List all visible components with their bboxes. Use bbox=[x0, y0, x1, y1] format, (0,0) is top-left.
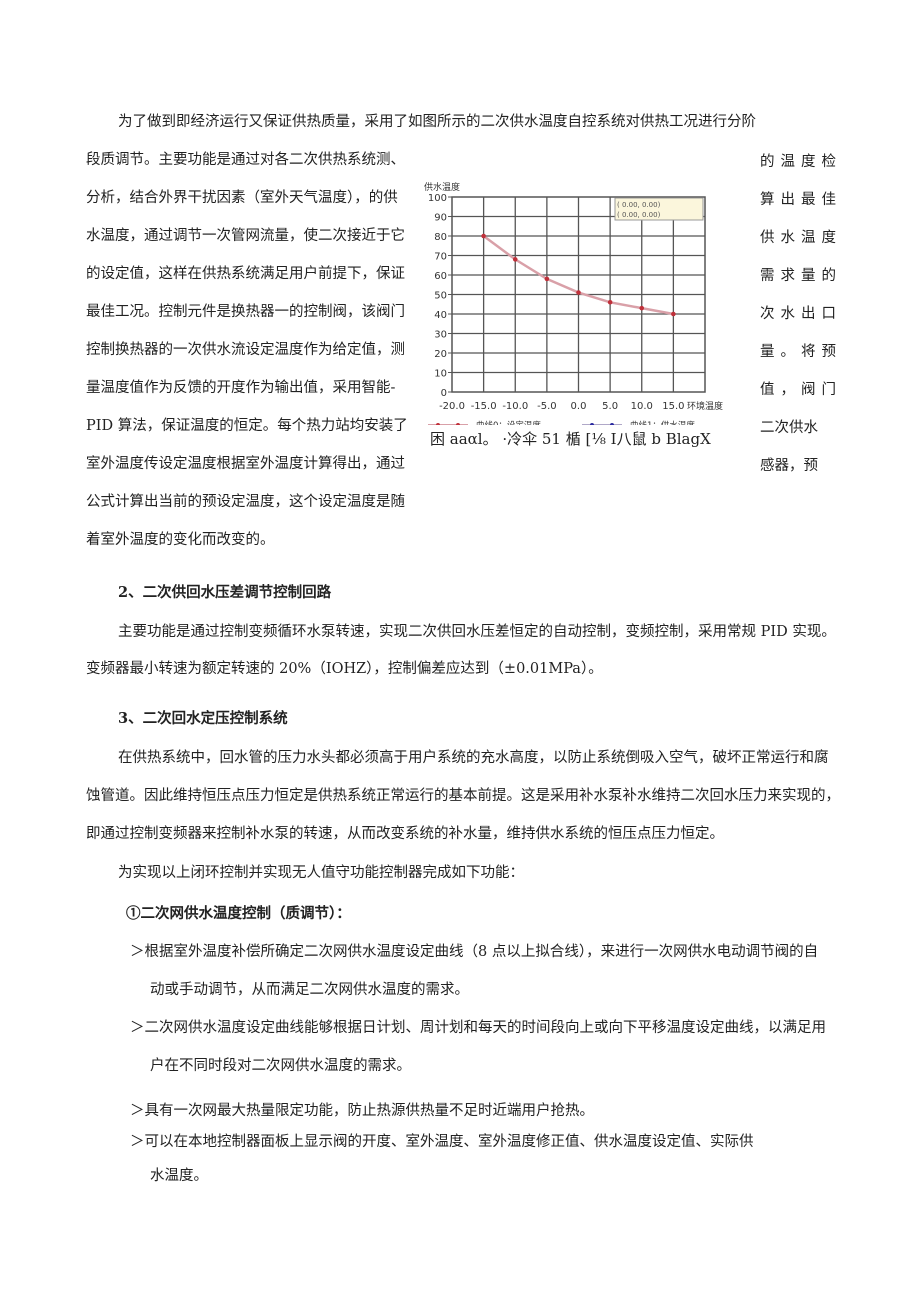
intro-right-line: 量。将预 bbox=[760, 344, 842, 360]
section-3-line: 在供热系统中，回水管的压力水头都必须高于用户系统的充水高度，以防止系统倒吸入空气… bbox=[118, 750, 829, 766]
y-tick-label: 70 bbox=[434, 252, 447, 263]
intro-left-line: 水温度，通过调节一次管网流量，使二次接近于它 bbox=[86, 228, 405, 244]
legend-label: 曲线1：供水温度 bbox=[630, 420, 695, 425]
intro-right-line: 的温度检 bbox=[760, 154, 842, 170]
x-axis-label: 环境温度 bbox=[687, 400, 723, 412]
y-tick-label: 20 bbox=[434, 349, 447, 360]
y-tick-label: 90 bbox=[434, 213, 447, 224]
data-point bbox=[512, 257, 518, 262]
section-2-heading: 2、二次供回水压差调节控制回路 bbox=[118, 584, 332, 601]
x-tick-label: -15.0 bbox=[471, 401, 497, 412]
y-tick-label: 30 bbox=[434, 330, 447, 341]
function-item: 动或手动调节，从而满足二次网供水温度的需求。 bbox=[150, 982, 469, 998]
function-item: ＞可以在本地控制器面板上显示阀的开度、室外温度、室外温度修正值、供水温度设定值、… bbox=[130, 1134, 754, 1150]
function-item: ＞具有一次网最大热量限定功能，防止热源供热量不足时近端用户抢热。 bbox=[130, 1103, 594, 1119]
section-3-line: 为实现以上闭环控制并实现无人值守功能控制器完成如下功能： bbox=[118, 865, 524, 881]
intro-left-line: PID 算法，保证温度的恒定。每个热力站均安装了 bbox=[86, 418, 408, 434]
function-item: ＞二次网供水温度设定曲线能够根据日计划、周计划和每天的时间段向上或向下平移温度设… bbox=[130, 1020, 826, 1036]
legend-marker bbox=[590, 423, 594, 425]
x-tick-label: 15.0 bbox=[662, 401, 684, 412]
intro-left-line: 段质调节。主要功能是通过对各二次供热系统测、 bbox=[86, 152, 405, 168]
intro-left-line: 分析，结合外界干扰因素（室外天气温度），的供 bbox=[86, 190, 398, 206]
legend-marker bbox=[436, 423, 440, 425]
data-point bbox=[639, 305, 645, 311]
function-1-heading: ①二次网供水温度控制（质调节）： bbox=[126, 905, 351, 922]
data-point bbox=[576, 290, 581, 295]
section-3-line: 蚀管道。因此维持恒压点压力恒定是供热系统正常运行的基本前提。这是采用补水泵补水维… bbox=[86, 788, 840, 804]
y-tick-label: 10 bbox=[434, 369, 447, 380]
function-item: 水温度。 bbox=[150, 1168, 208, 1184]
data-point bbox=[671, 311, 676, 317]
y-tick-label: 100 bbox=[428, 193, 447, 204]
readout-text: ( 0.00, 0.00) bbox=[617, 201, 661, 209]
intro-left-line: 室外温度传设定温度根据室外温度计算得出，通过 bbox=[86, 456, 405, 472]
readout-box bbox=[614, 197, 704, 221]
intro-first-line: 为了做到即经济运行又保证供热质量，采用了如图所示的二次供水温度自控系统对供热工况… bbox=[118, 114, 756, 130]
intro-right-line: 需求量的 bbox=[760, 268, 842, 284]
data-point bbox=[544, 276, 550, 282]
intro-right-line: 算出最佳 bbox=[760, 192, 842, 208]
y-tick-label: 60 bbox=[434, 271, 447, 282]
x-tick-label: -20.0 bbox=[439, 401, 465, 412]
y-axis-label: 供水温度 bbox=[424, 181, 460, 193]
x-tick-label: 5.0 bbox=[602, 401, 618, 412]
supply-temperature-chart: -20.0 -15.0 -10.0 -5.0 0.0 5.0 10.0 15.0 0 10 20 30… bbox=[424, 181, 723, 425]
function-item: 户在不同时段对二次网供水温度的需求。 bbox=[150, 1058, 411, 1074]
function-item: ＞根据室外温度补偿所确定二次网供水温度设定曲线（8 点以上拟合线），来进行一次网… bbox=[130, 944, 819, 960]
legend-marker bbox=[456, 423, 460, 425]
x-tick-label: -5.0 bbox=[537, 401, 557, 412]
intro-right-line: 二次供水 bbox=[760, 420, 818, 436]
intro-left-line: 最佳工况。控制元件是换热器一的控制阀，该阀门 bbox=[86, 304, 405, 320]
intro-left-line: 量温度值作为反馈的开度作为输出值，采用智能- bbox=[86, 380, 396, 396]
intro-left-line: 着室外温度的变化而改变的。 bbox=[86, 532, 275, 548]
section-2-line: 主要功能是通过控制变频循环水泵转速，实现二次供回水压差恒定的自动控制，变频控制，… bbox=[118, 624, 836, 640]
data-point bbox=[481, 233, 486, 239]
section-3-heading: 3、二次回水定压控制系统 bbox=[118, 710, 288, 727]
intro-left-line: 控制换热器的一次供水流设定温度作为给定值，测 bbox=[86, 342, 405, 358]
legend-label: 曲线0：设定温度 bbox=[476, 420, 541, 425]
intro-left-line: 公式计算出当前的预设定温度，这个设定温度是随 bbox=[86, 494, 405, 510]
intro-right-line: 供水温度 bbox=[760, 230, 842, 246]
section-3-line: 即通过控制变频器来控制补水泵的转速，从而改变系统的补水量，维持供水系统的恒压点压… bbox=[86, 826, 724, 842]
x-tick-label: 0.0 bbox=[571, 401, 587, 412]
y-tick-label: 40 bbox=[434, 310, 447, 321]
figure-caption: 困 aaαl。 ·冷伞 51 楯 [⅛ I八鼠 b BlagX bbox=[430, 430, 711, 448]
legend-marker bbox=[610, 423, 614, 425]
x-tick-label: -10.0 bbox=[502, 401, 528, 412]
y-tick-label: 0 bbox=[441, 388, 447, 399]
y-tick-label: 50 bbox=[434, 291, 447, 302]
y-tick-label: 80 bbox=[434, 232, 447, 243]
intro-right-line: 次水出口 bbox=[760, 306, 842, 322]
intro-right-line: 值，阀门 bbox=[760, 382, 842, 398]
section-2-line: 变频器最小转速为额定转速的 20%（IOHZ），控制偏差应达到（±0.01MPa… bbox=[86, 661, 603, 677]
intro-right-line: 感器，预 bbox=[760, 458, 818, 474]
data-point bbox=[607, 300, 613, 305]
x-tick-label: 10.0 bbox=[631, 401, 653, 412]
intro-left-line: 的设定值，这样在供热系统满足用户前提下，保证 bbox=[86, 266, 405, 282]
readout-text: ( 0.00, 0.00) bbox=[617, 211, 661, 219]
